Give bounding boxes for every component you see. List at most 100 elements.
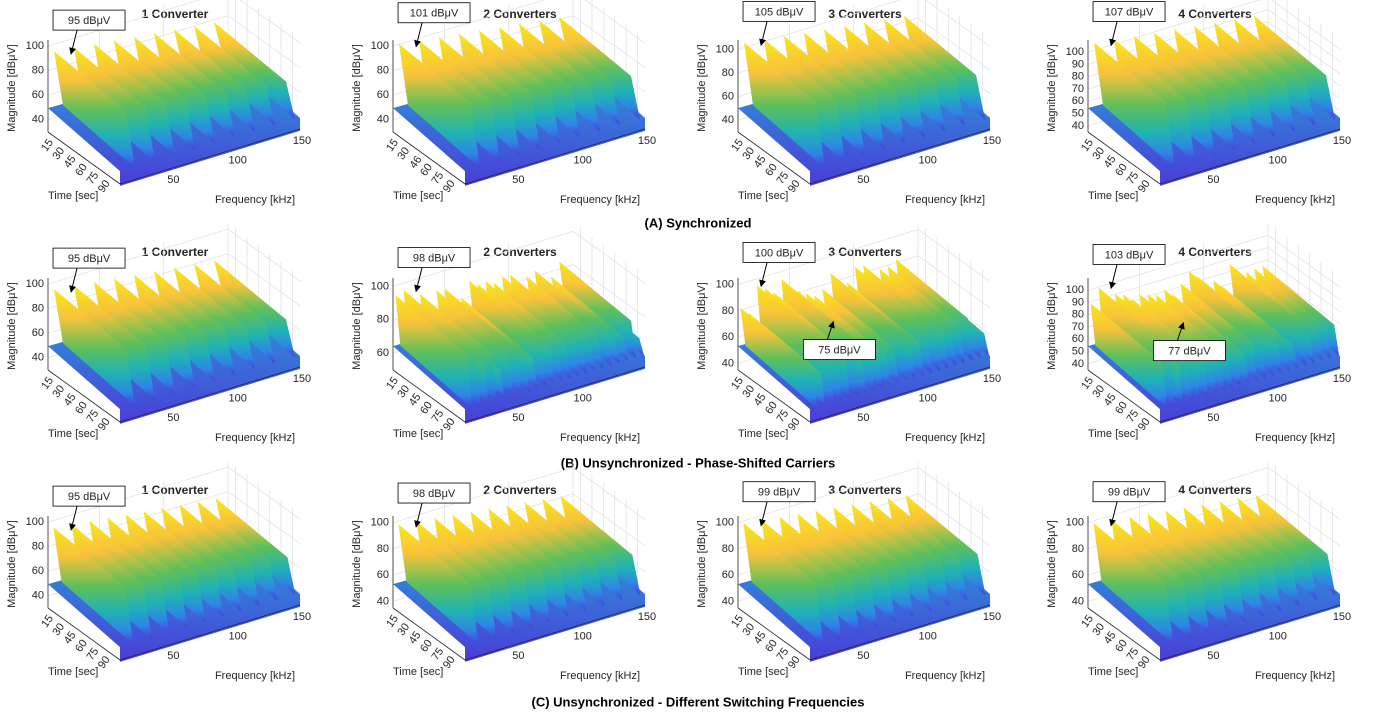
grid-line <box>227 466 301 520</box>
y-tick-label: 50 <box>512 412 524 424</box>
y-axis-label: Frequency [kHz] <box>1255 670 1335 682</box>
grid-line <box>1267 259 1341 313</box>
z-tick-label: 60 <box>32 565 44 577</box>
surface-ridge <box>154 33 235 138</box>
z-tick-label: 100 <box>371 516 389 528</box>
y-tick-label: 150 <box>983 611 1001 623</box>
annotation-arrow <box>414 267 423 293</box>
z-axis-label: Magnitude [dBμV] <box>696 44 708 132</box>
y-axis <box>119 604 301 661</box>
annotation-arrow <box>1176 321 1185 341</box>
grid-line <box>1267 467 1341 520</box>
chart-title: 4 Converters <box>1178 245 1252 259</box>
x-tick-label: 30 <box>1090 145 1107 162</box>
y-tick-label: 100 <box>1269 393 1287 405</box>
x-tick-label: 75 <box>775 408 792 425</box>
grid-line <box>1267 247 1341 300</box>
x-tick-label: 90 <box>786 654 803 671</box>
z-tick-label: 40 <box>377 595 389 607</box>
chart-title: 2 Converters <box>483 483 557 497</box>
x-tick-label: 15 <box>384 137 401 154</box>
z-tick-label: 80 <box>722 305 734 317</box>
surface-ridge <box>194 263 275 364</box>
surface-ridge <box>744 42 825 169</box>
grid-line <box>917 17 991 71</box>
grid-line <box>227 228 301 282</box>
y-tick-label: 100 <box>574 393 592 405</box>
x-tick-label: 45 <box>62 629 79 646</box>
x-tick-label: 60 <box>1113 638 1130 655</box>
y-axis-label: Frequency [kHz] <box>1255 194 1335 206</box>
annotation-box <box>1092 1 1166 22</box>
surface-ridge <box>1094 42 1175 169</box>
surface-ridge <box>215 497 296 596</box>
x-tick-label: 30 <box>395 621 412 638</box>
y-tick-label: 150 <box>1333 611 1351 623</box>
x-tick-label: 60 <box>763 638 780 655</box>
x-tick-label: 75 <box>775 170 792 187</box>
y-tick-label: 100 <box>1269 631 1287 643</box>
annotation-arrow <box>69 505 78 531</box>
x-tick-label: 60 <box>1113 400 1130 417</box>
z-axis-label: Magnitude [dBμV] <box>351 44 363 132</box>
annotation-label: 75 dBμV <box>818 344 861 356</box>
z-tick-label: 40 <box>722 114 734 126</box>
z-tick-label: 50 <box>1072 108 1084 120</box>
x-axis-label: Time [sec] <box>48 666 98 678</box>
grid-line <box>239 0 301 44</box>
x-tick-label: 15 <box>384 375 401 392</box>
y-tick-label: 150 <box>1333 135 1351 147</box>
surface-ridge <box>1090 303 1168 409</box>
annotation-box <box>742 0 816 22</box>
z-tick-label: 80 <box>377 314 389 326</box>
y-axis-label: Frequency [kHz] <box>215 194 295 206</box>
x-tick-label: 90 <box>1136 654 1153 671</box>
panel: 4 Converters4050607080901005010015015304… <box>1046 223 1351 444</box>
z-tick-label: 100 <box>371 40 389 52</box>
y-tick-label: 50 <box>167 650 179 662</box>
grid-line <box>917 467 991 520</box>
x-tick-label: 60 <box>418 162 435 179</box>
x-tick-label: 45 <box>752 629 769 646</box>
chart-title: 2 Converters <box>483 7 557 21</box>
y-tick-label: 100 <box>229 393 247 405</box>
x-axis-label: Time [sec] <box>48 190 98 202</box>
y-axis <box>119 366 301 423</box>
x-tick-label: 45 <box>62 391 79 408</box>
grid-line <box>1271 0 1341 50</box>
surface-ridge <box>197 501 278 601</box>
annotation-arrow <box>759 262 768 288</box>
y-tick-label: 100 <box>1269 155 1287 167</box>
z-tick-label: 70 <box>1072 83 1084 95</box>
surface-ridge <box>214 260 295 358</box>
annotation-box <box>397 2 471 24</box>
y-tick-label: 50 <box>167 174 179 186</box>
grid-line <box>392 230 574 287</box>
x-axis <box>47 607 121 661</box>
annotation-box <box>1153 340 1226 362</box>
annotation-box <box>52 9 126 31</box>
x-axis-label: Time [sec] <box>738 190 788 202</box>
x-tick-label: 90 <box>1136 416 1153 433</box>
grid-line <box>1267 493 1341 547</box>
z-tick-label: 100 <box>1066 284 1084 296</box>
x-tick-label: 15 <box>729 613 746 630</box>
y-axis-label: Frequency [kHz] <box>215 670 295 682</box>
z-tick-label: 60 <box>377 569 389 581</box>
chart-title: 3 Converters <box>828 483 902 497</box>
z-tick-label: 40 <box>32 352 44 364</box>
surface-ridge <box>54 51 135 169</box>
y-tick-label: 150 <box>638 135 656 147</box>
y-axis-label: Frequency [kHz] <box>560 194 640 206</box>
y-axis <box>809 604 991 661</box>
x-tick-label: 75 <box>430 170 447 187</box>
grid-line <box>917 255 991 309</box>
z-tick-label: 80 <box>32 65 44 77</box>
x-axis-label: Time [sec] <box>48 428 98 440</box>
x-axis <box>392 607 466 661</box>
grid-line <box>572 15 646 68</box>
y-axis <box>809 366 991 423</box>
chart-title: 1 Converter <box>142 7 209 21</box>
x-tick-label: 30 <box>740 383 757 400</box>
x-tick-label: 75 <box>1125 408 1142 425</box>
